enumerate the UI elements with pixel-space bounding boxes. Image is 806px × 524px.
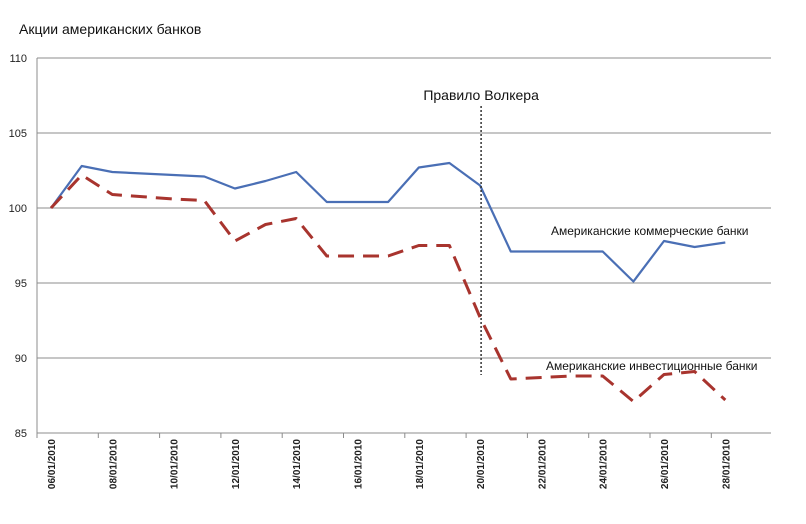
y-tick-label: 100 — [9, 203, 27, 215]
y-tick-label: 95 — [15, 278, 27, 290]
chart-title: Акции американских банков — [19, 21, 202, 37]
series-line-commercial — [50, 161, 726, 283]
y-tick-label: 110 — [9, 53, 27, 65]
series-line-investment — [49, 173, 727, 403]
x-tick-label: 20/01/2010 — [476, 439, 487, 489]
y-tick-label: 85 — [15, 428, 27, 440]
x-tick-label: 10/01/2010 — [170, 439, 181, 489]
x-tick-label: 06/01/2010 — [47, 439, 58, 489]
series-label-investment: Американские инвестиционные банки — [546, 359, 758, 373]
x-tick-label: 18/01/2010 — [415, 439, 426, 489]
x-tick-label: 24/01/2010 — [599, 439, 610, 489]
x-tick-label: 16/01/2010 — [354, 439, 365, 489]
x-tick-label: 28/01/2010 — [721, 439, 732, 489]
x-tick-label: 22/01/2010 — [537, 439, 548, 489]
x-tick-label: 14/01/2010 — [292, 439, 303, 489]
series-label-commercial: Американские коммерческие банки — [551, 224, 748, 238]
y-tick-label: 90 — [15, 353, 27, 365]
x-tick-label: 26/01/2010 — [660, 439, 671, 489]
x-tick-label: 12/01/2010 — [231, 439, 242, 489]
y-tick-label: 105 — [9, 128, 27, 140]
x-tick-label: 08/01/2010 — [108, 439, 119, 489]
annotation-label: Правило Волкера — [423, 87, 539, 103]
